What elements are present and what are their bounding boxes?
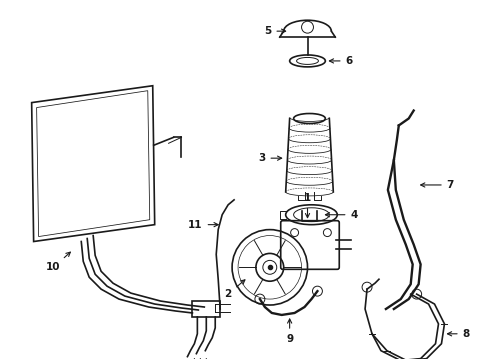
Text: 2: 2 (224, 280, 244, 299)
Text: 4: 4 (325, 210, 357, 220)
Text: 6: 6 (329, 56, 352, 66)
Text: 3: 3 (258, 153, 281, 163)
Text: 1: 1 (303, 193, 310, 218)
Text: 5: 5 (264, 26, 285, 36)
Text: 9: 9 (285, 319, 293, 344)
Text: 7: 7 (420, 180, 453, 190)
Text: 8: 8 (447, 329, 469, 339)
Text: 11: 11 (188, 220, 218, 230)
Text: 10: 10 (46, 252, 70, 272)
